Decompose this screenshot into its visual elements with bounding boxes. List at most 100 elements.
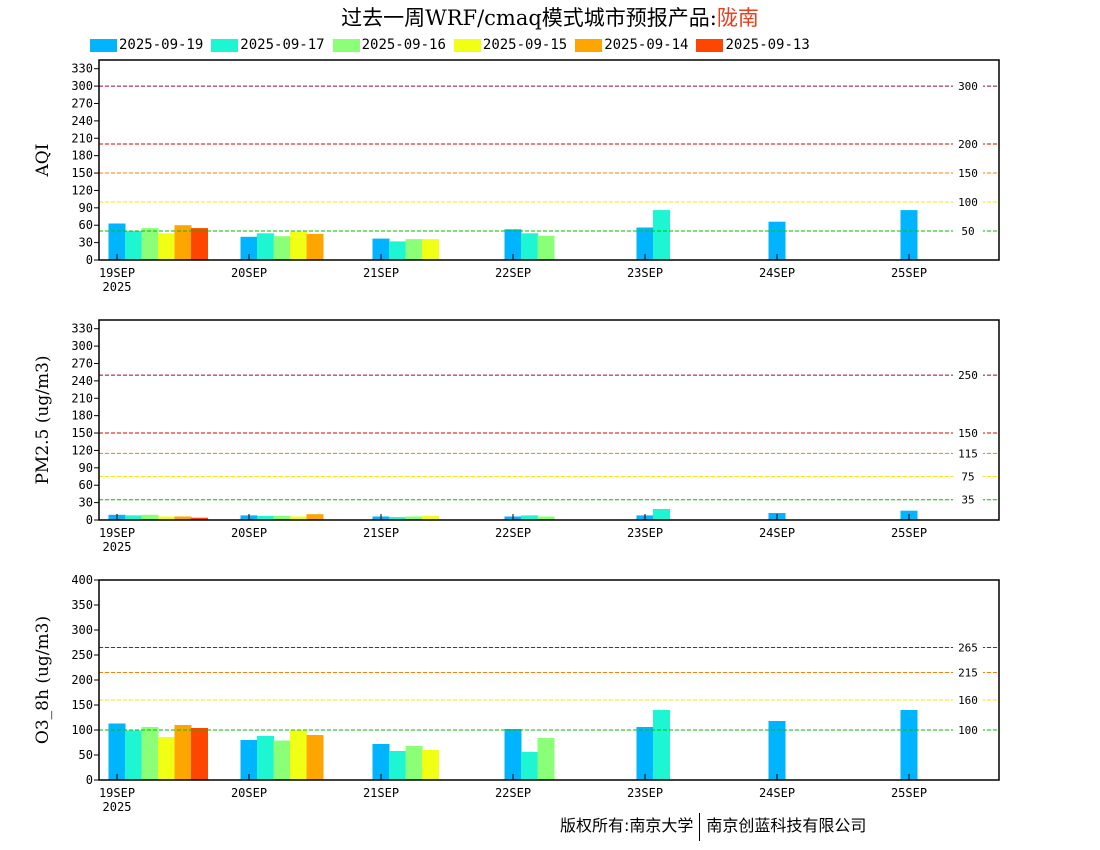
bar: [653, 509, 670, 520]
threshold-label: 75: [961, 471, 974, 484]
y-tick-label: 30: [79, 236, 93, 250]
threshold-label: 100: [958, 196, 978, 209]
x-year-label: 2025: [103, 540, 132, 554]
bar: [257, 736, 274, 780]
bar: [174, 225, 192, 260]
bar: [141, 514, 159, 520]
bar: [521, 515, 538, 520]
legend-swatch: [575, 38, 603, 52]
threshold-label-bg: [953, 196, 983, 209]
plot-frame: [98, 319, 1000, 521]
x-tick-label: 23SEP: [627, 266, 663, 280]
bar: [537, 738, 555, 780]
bar: [521, 233, 538, 260]
bar: [158, 516, 175, 520]
copyright-divider: [699, 812, 701, 841]
y-tick-label: 100: [71, 723, 93, 737]
threshold-label-bg: [953, 641, 983, 654]
y-tick-label: 90: [79, 201, 93, 215]
legend-swatch: [696, 38, 724, 52]
bar: [174, 725, 192, 780]
threshold-label-bg: [953, 493, 983, 506]
y-tick-label: 200: [71, 673, 93, 687]
bar: [653, 710, 670, 780]
bar: [108, 723, 126, 780]
x-tick-label: 20SEP: [231, 786, 267, 800]
legend-label: 2025-09-19: [119, 37, 204, 53]
legend-label: 2025-09-14: [604, 37, 689, 53]
x-tick-label: 23SEP: [627, 526, 663, 540]
threshold-label: 300: [958, 80, 978, 93]
y-tick-label: 300: [71, 623, 93, 637]
legend-swatch: [332, 38, 360, 52]
bar: [389, 241, 406, 260]
y-tick-label: 210: [71, 391, 93, 405]
bar: [125, 515, 142, 520]
threshold-label: 160: [958, 694, 978, 707]
bar: [389, 517, 406, 520]
legend-item: 2025-09-15: [453, 37, 567, 53]
x-tick-label: 24SEP: [759, 266, 795, 280]
y-tick-label: 0: [86, 253, 93, 267]
plot-frame: [98, 59, 1000, 261]
copyright-right: 南京创蓝科技有限公司: [706, 816, 867, 835]
y-tick-label: 0: [86, 773, 93, 787]
x-tick-label: 19SEP: [99, 786, 135, 800]
legend-swatch: [453, 38, 481, 52]
threshold-label: 35: [961, 494, 974, 507]
bar: [306, 233, 324, 260]
x-year-label: 2025: [103, 280, 132, 294]
bar: [504, 729, 522, 780]
bar: [125, 231, 142, 260]
x-tick-label: 22SEP: [495, 786, 531, 800]
bar: [158, 233, 175, 260]
bar: [537, 516, 555, 520]
legend-item: 2025-09-13: [696, 37, 810, 53]
bar: [900, 210, 918, 260]
threshold-label-bg: [953, 694, 983, 706]
x-year-label: 2025: [103, 800, 132, 814]
bar: [240, 236, 258, 260]
bar: [158, 737, 175, 780]
bar: [422, 515, 439, 520]
x-tick-label: 19SEP: [99, 266, 135, 280]
y-axis-label: PM2.5 (ug/m3): [33, 355, 53, 484]
x-tick-label: 25SEP: [891, 526, 927, 540]
threshold-label-bg: [953, 225, 983, 238]
bar: [141, 727, 159, 780]
threshold-label: 265: [958, 642, 978, 655]
bar: [240, 740, 258, 780]
copyright-left: 版权所有:南京大学: [560, 816, 694, 835]
x-tick-label: 21SEP: [363, 786, 399, 800]
x-tick-label: 21SEP: [363, 526, 399, 540]
bar: [306, 735, 324, 780]
bar: [422, 239, 439, 260]
y-tick-label: 180: [71, 409, 93, 423]
legend-label: 2025-09-17: [240, 37, 325, 53]
legend-item: 2025-09-19: [90, 37, 203, 53]
bar: [653, 210, 670, 260]
legend-swatch: [90, 38, 117, 52]
bar: [174, 516, 192, 520]
y-axis-label: O3_8h (ug/m3): [33, 616, 53, 744]
legend-label: 2025-09-13: [725, 37, 810, 53]
threshold-label-bg: [953, 470, 983, 483]
bar: [372, 238, 390, 260]
y-tick-label: 350: [71, 598, 93, 612]
threshold-label: 50: [961, 225, 974, 238]
bar: [405, 516, 423, 520]
threshold-label-bg: [953, 80, 983, 93]
y-tick-label: 210: [71, 131, 93, 145]
bar: [768, 721, 786, 780]
x-tick-label: 22SEP: [495, 526, 531, 540]
y-tick-label: 60: [79, 478, 93, 492]
threshold-label: 100: [958, 724, 978, 737]
threshold-label: 200: [958, 138, 978, 151]
bar: [537, 235, 555, 260]
legend-item: 2025-09-17: [211, 37, 325, 53]
bar: [405, 239, 423, 260]
bar: [125, 730, 142, 780]
threshold-label-bg: [953, 167, 983, 180]
y-tick-label: 30: [79, 496, 93, 510]
bar: [257, 515, 274, 520]
